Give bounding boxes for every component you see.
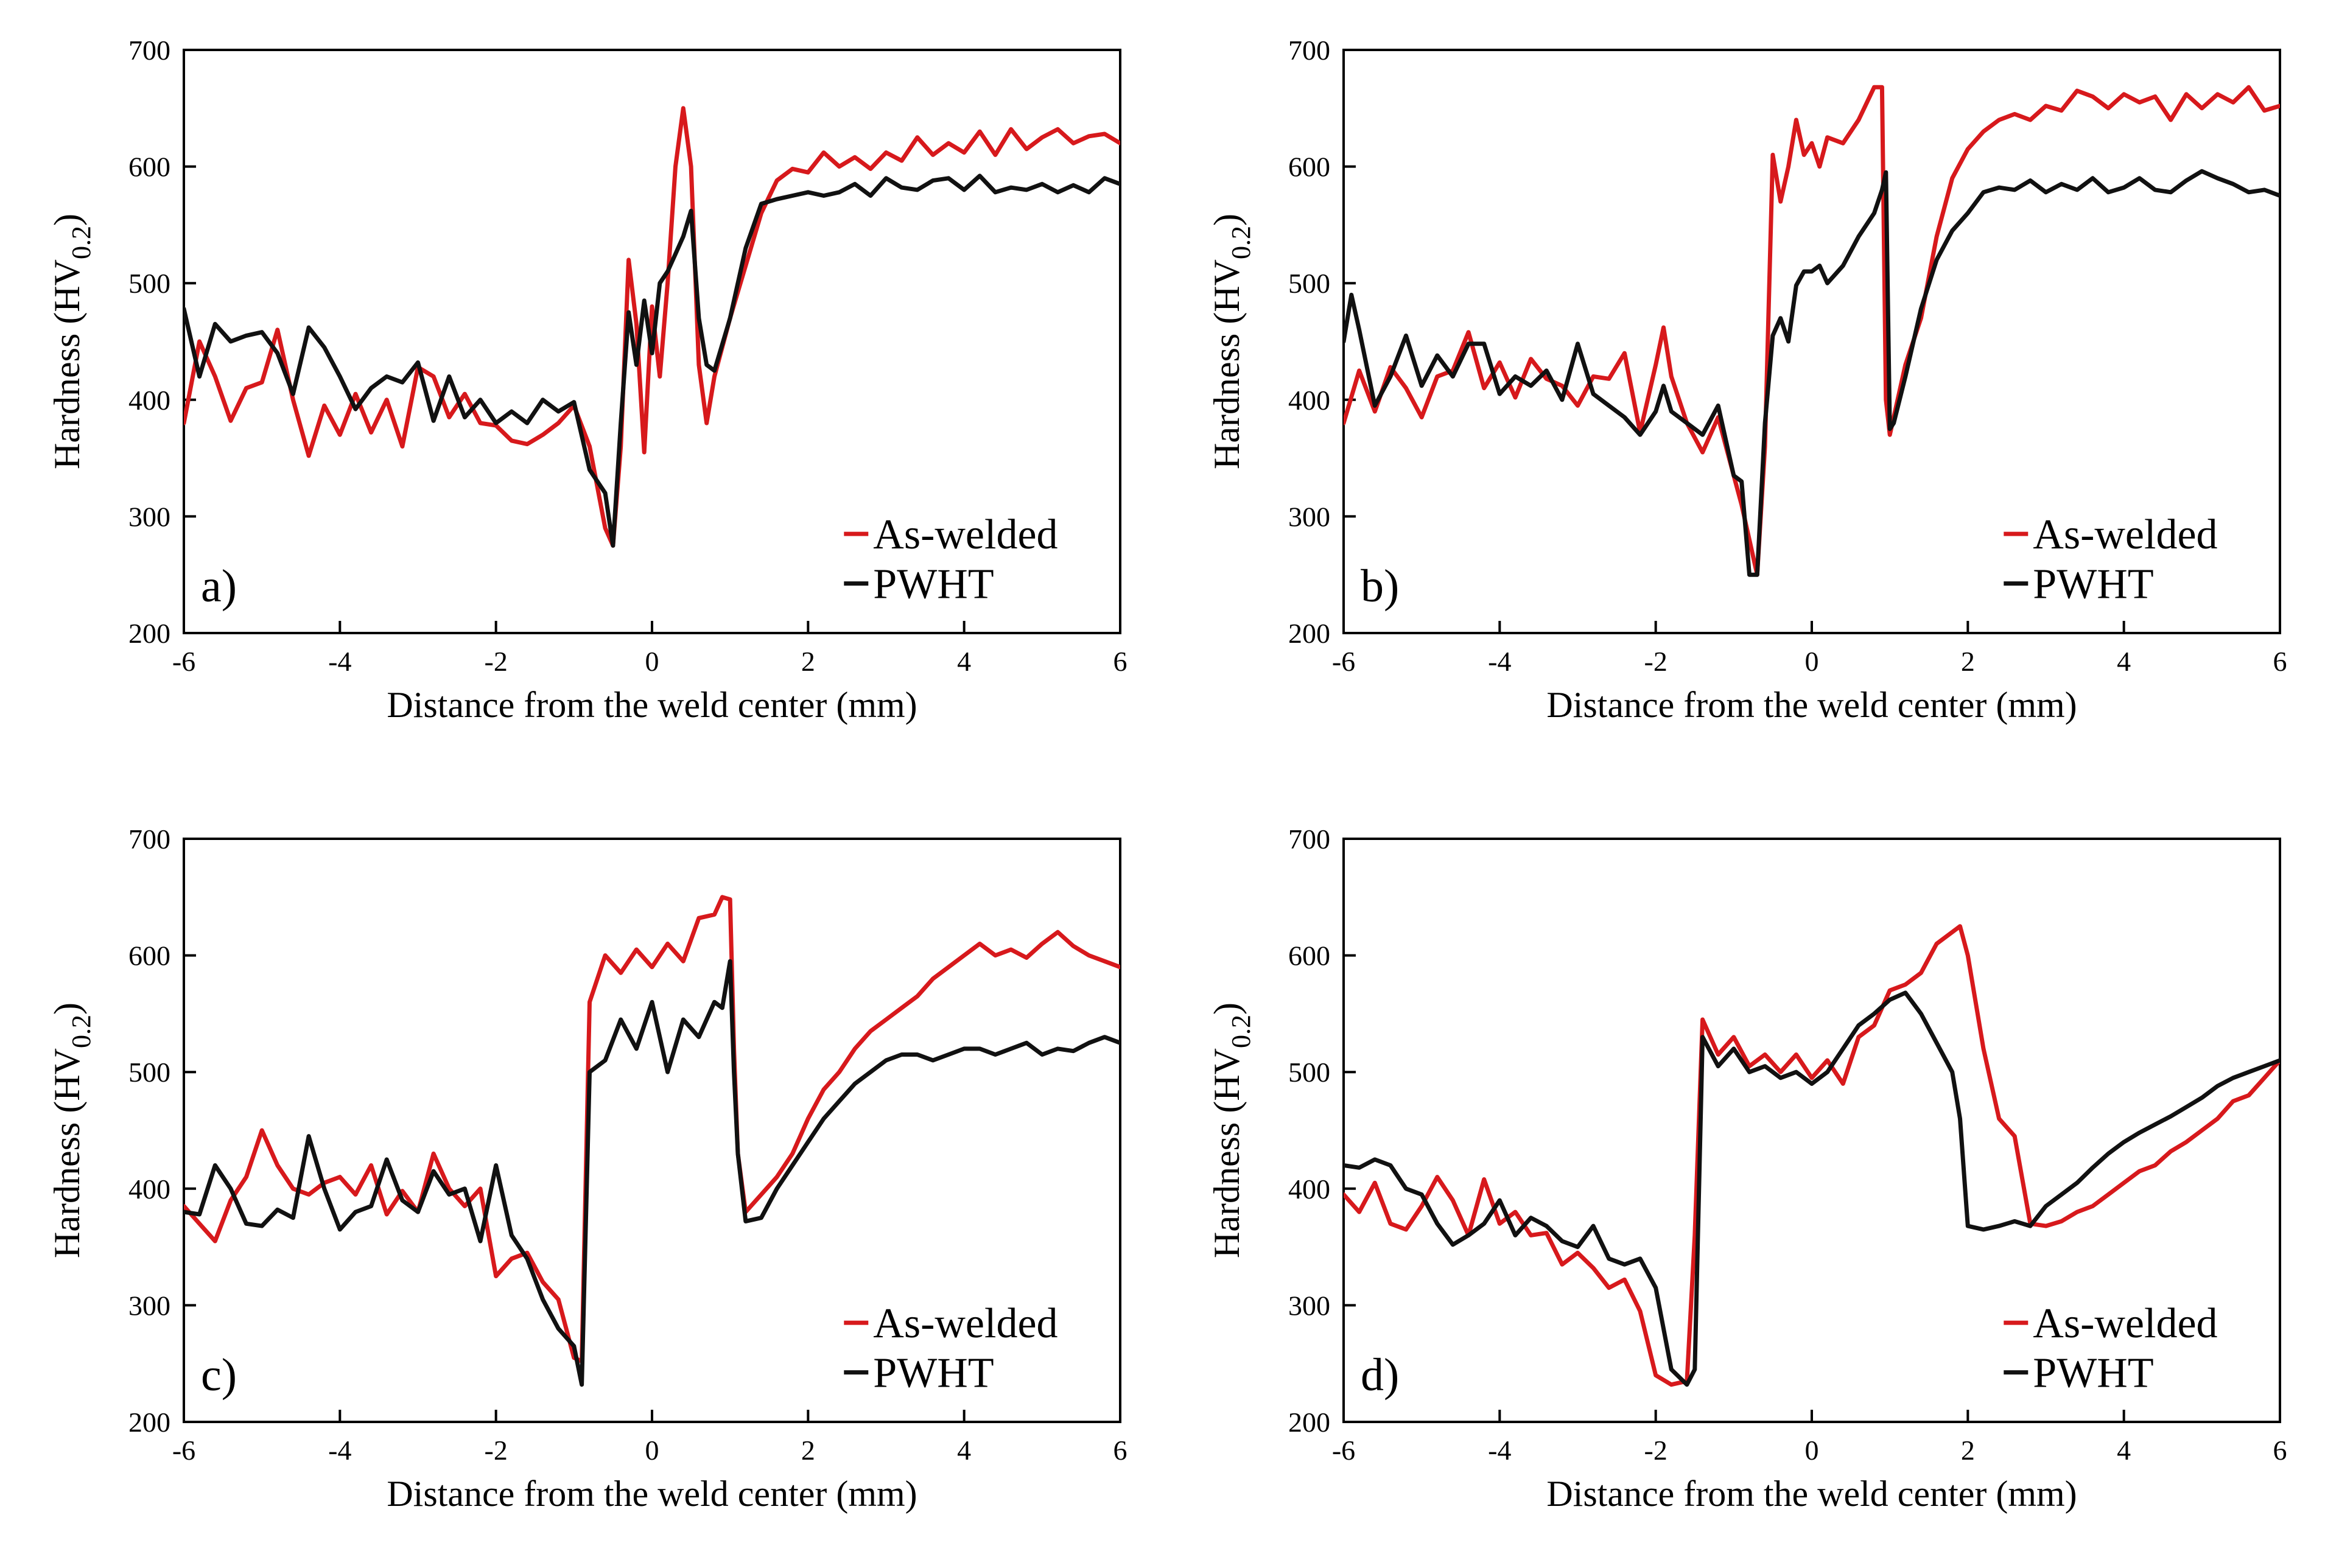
- y-tick-label: 600: [128, 940, 170, 971]
- y-tick-label: 500: [1288, 1057, 1330, 1088]
- y-tick-label: 600: [128, 152, 170, 183]
- y-tick-label: 400: [1288, 385, 1330, 416]
- y-axis-title-main: Hardness (HV: [47, 1048, 87, 1258]
- chart-panel-c: -6 -4 -2 0 2 4 6 200 300 400 500 600 700 Distance fro…: [47, 824, 1127, 1514]
- x-axis-title: Distance from the weld center (mm): [1546, 1474, 2077, 1514]
- y-axis-title: Hardness (HV0.2): [47, 214, 96, 469]
- y-tick-label: 700: [1288, 824, 1330, 855]
- x-tick-label: 0: [1805, 646, 1819, 677]
- x-tick-label: 2: [1961, 1435, 1975, 1466]
- x-tick-label: 2: [801, 646, 815, 677]
- x-tick-label: 6: [1113, 646, 1127, 677]
- series-line-pwht: [184, 959, 1120, 1387]
- legend-label: As-welded: [873, 1300, 1057, 1347]
- y-axis-title-close: ): [1207, 214, 1247, 226]
- x-tick-label: -6: [1332, 646, 1355, 677]
- y-axis-title-main: Hardness (HV: [1207, 1048, 1247, 1258]
- y-tick-label: 200: [128, 1407, 170, 1438]
- y-tick-label: 600: [1288, 152, 1330, 183]
- y-tick-label: 300: [1288, 1290, 1330, 1321]
- x-tick-label: 4: [2117, 1435, 2131, 1466]
- series-line-as-welded: [184, 106, 1120, 548]
- y-tick-label: 400: [128, 1174, 170, 1205]
- x-tick-label: -4: [328, 1435, 351, 1466]
- y-axis-title: Hardness (HV0.2): [1207, 214, 1256, 469]
- y-tick-label: 700: [128, 35, 170, 66]
- series-line-as-welded: [1344, 924, 2280, 1387]
- series-line-as-welded: [1344, 85, 2280, 577]
- chart-panel-d: -6 -4 -2 0 2 4 6 200 300 400 500 600 700 Distance fro…: [1207, 824, 2287, 1514]
- x-tick-label: 0: [645, 1435, 659, 1466]
- x-tick-label: -4: [328, 646, 351, 677]
- panel-label: a): [201, 561, 237, 612]
- x-axis-title: Distance from the weld center (mm): [387, 1474, 917, 1514]
- x-tick-label: 0: [645, 646, 659, 677]
- x-tick-label: -2: [485, 1435, 508, 1466]
- y-axis-title-close: ): [1207, 1003, 1247, 1015]
- x-tick-label: -6: [1332, 1435, 1355, 1466]
- y-axis-title-subscript: 0.2: [1226, 226, 1256, 259]
- x-tick-label: -6: [172, 1435, 195, 1466]
- y-tick-label: 700: [1288, 35, 1330, 66]
- series-line-pwht: [1344, 169, 2280, 577]
- x-tick-label: -2: [485, 646, 508, 677]
- x-tick-label: -6: [172, 646, 195, 677]
- y-tick-label: 500: [128, 1057, 170, 1088]
- y-tick-label: 700: [128, 824, 170, 855]
- panel-label: b): [1361, 561, 1399, 612]
- y-axis-title-close: ): [47, 214, 87, 226]
- y-tick-label: 500: [128, 268, 170, 299]
- x-tick-label: -4: [1488, 646, 1511, 677]
- series-line-pwht: [184, 173, 1120, 548]
- panel-label: d): [1361, 1349, 1399, 1401]
- legend-label: PWHT: [873, 561, 994, 608]
- x-tick-label: 2: [801, 1435, 815, 1466]
- y-axis-title-subscript: 0.2: [1226, 1015, 1256, 1048]
- chart-panel-b: -6 -4 -2 0 2 4 6 200 300 400 500 600 700 Distance fro…: [1207, 35, 2287, 725]
- y-tick-label: 300: [1288, 501, 1330, 532]
- x-tick-label: -2: [1644, 646, 1667, 677]
- x-tick-label: 4: [2117, 646, 2131, 677]
- legend-label: PWHT: [873, 1350, 994, 1397]
- y-axis-title-close: ): [47, 1003, 87, 1015]
- x-tick-label: 4: [957, 1435, 971, 1466]
- y-tick-label: 300: [128, 501, 170, 532]
- x-axis-title: Distance from the weld center (mm): [1546, 685, 2077, 725]
- y-tick-label: 300: [128, 1290, 170, 1321]
- y-tick-label: 200: [1288, 1407, 1330, 1438]
- y-axis-title-subscript: 0.2: [66, 226, 96, 259]
- series-line-pwht: [1344, 990, 2280, 1387]
- x-tick-label: 6: [1113, 1435, 1127, 1466]
- legend-label: PWHT: [2033, 1350, 2153, 1397]
- x-tick-label: 2: [1961, 646, 1975, 677]
- legend-label: As-welded: [2033, 1300, 2217, 1347]
- y-tick-label: 200: [128, 618, 170, 649]
- legend-label: As-welded: [873, 511, 1057, 558]
- y-tick-label: 400: [1288, 1174, 1330, 1205]
- chart-panel-a: -6 -4 -2 0 2 4 6 200 300 400 500 600 700 Distance fro…: [47, 35, 1127, 725]
- panel-label: c): [201, 1349, 237, 1401]
- y-tick-label: 200: [1288, 618, 1330, 649]
- x-tick-label: 6: [2273, 1435, 2287, 1466]
- y-axis-title-main: Hardness (HV: [1207, 259, 1247, 469]
- y-axis-title: Hardness (HV0.2): [1207, 1003, 1256, 1258]
- x-tick-label: 4: [957, 646, 971, 677]
- series-line-as-welded: [184, 895, 1120, 1363]
- x-tick-label: 0: [1805, 1435, 1819, 1466]
- x-tick-label: -2: [1644, 1435, 1667, 1466]
- y-axis-title-main: Hardness (HV: [47, 259, 87, 469]
- x-tick-label: -4: [1488, 1435, 1511, 1466]
- x-tick-label: 6: [2273, 646, 2287, 677]
- legend-label: As-welded: [2033, 511, 2217, 558]
- y-tick-label: 600: [1288, 940, 1330, 971]
- legend-label: PWHT: [2033, 561, 2153, 608]
- y-axis-title-subscript: 0.2: [66, 1015, 96, 1048]
- y-tick-label: 500: [1288, 268, 1330, 299]
- x-axis-title: Distance from the weld center (mm): [387, 685, 917, 725]
- y-tick-label: 400: [128, 385, 170, 416]
- y-axis-title: Hardness (HV0.2): [47, 1003, 96, 1258]
